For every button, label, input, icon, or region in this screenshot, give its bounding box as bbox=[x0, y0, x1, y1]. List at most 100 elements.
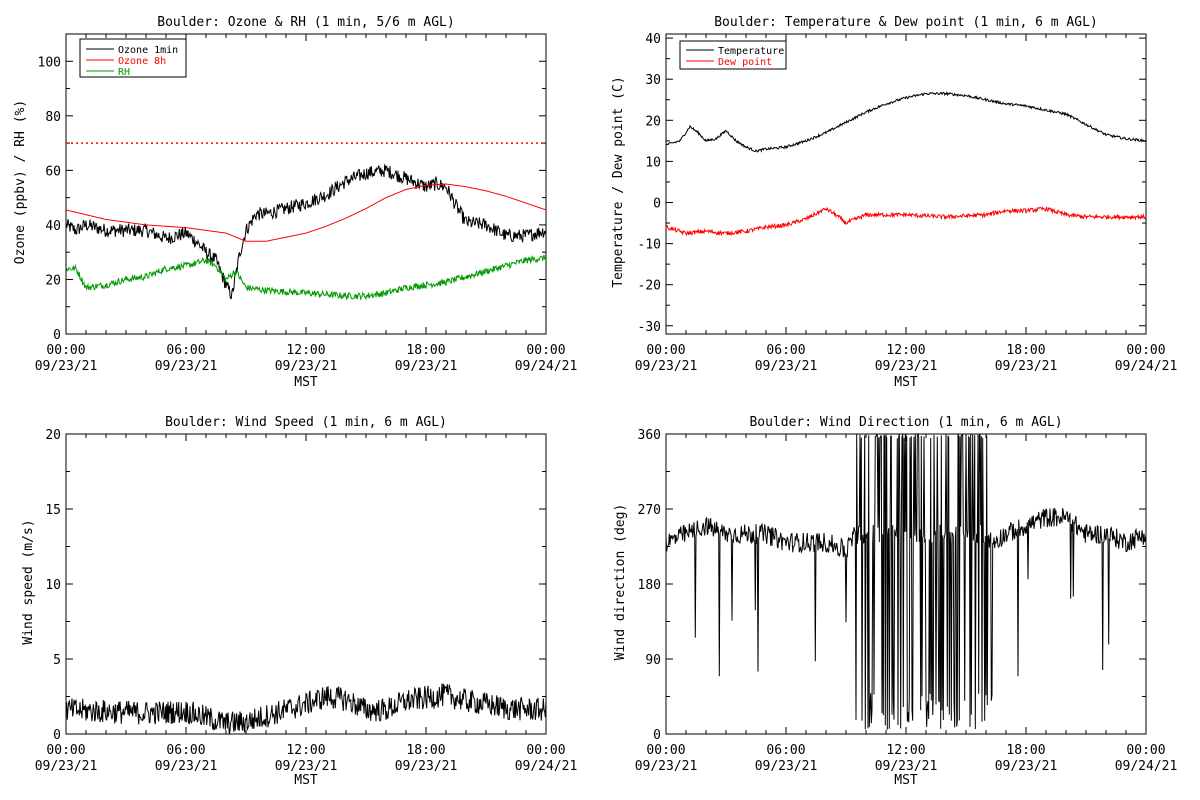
y-tick-label: 0 bbox=[53, 328, 61, 343]
y-tick-label: 10 bbox=[45, 578, 61, 593]
y-axis-label: Wind speed (m/s) bbox=[21, 519, 36, 644]
x-tick-date-label: 09/23/21 bbox=[155, 359, 218, 374]
x-tick-date-label: 09/23/21 bbox=[875, 759, 938, 774]
legend: Ozone 1min Ozone 8h RH bbox=[79, 38, 187, 78]
x-tick-date-label: 09/23/21 bbox=[35, 759, 98, 774]
y-tick-label: 0 bbox=[653, 728, 661, 743]
y-tick-label: -30 bbox=[638, 320, 661, 335]
y-tick-label: 270 bbox=[638, 503, 661, 518]
x-tick-date-label: 09/24/21 bbox=[1115, 359, 1178, 374]
y-axis-label: Ozone (ppbv) / RH (%) bbox=[13, 100, 28, 264]
x-tick-time-label: 00:00 bbox=[646, 343, 685, 358]
x-tick-time-label: 00:00 bbox=[46, 743, 85, 758]
x-tick-time-label: 06:00 bbox=[166, 743, 205, 758]
legend-label-temperature: Temperature bbox=[718, 46, 784, 57]
x-tick-date-label: 09/23/21 bbox=[635, 759, 698, 774]
x-tick-date-label: 09/23/21 bbox=[995, 359, 1058, 374]
y-tick-label: 20 bbox=[645, 114, 661, 129]
x-axis-label: MST bbox=[294, 375, 318, 390]
plot-frame bbox=[65, 33, 547, 335]
x-tick-date-label: 09/24/21 bbox=[515, 359, 578, 374]
legend-label-ozone-1min: Ozone 1min bbox=[118, 45, 178, 56]
plot-area: -30-20-1001020304000:0009/23/2106:0009/2… bbox=[635, 32, 1178, 374]
x-tick-time-label: 18:00 bbox=[406, 343, 445, 358]
y-tick-label: 40 bbox=[645, 32, 661, 47]
wind-speed-panel: Boulder: Wind Speed (1 min, 6 m AGL) Win… bbox=[21, 415, 577, 788]
plot-area: 0510152000:0009/23/2106:0009/23/2112:000… bbox=[35, 428, 578, 774]
x-axis-label: MST bbox=[294, 773, 318, 788]
temperature-dewpoint-panel: Boulder: Temperature & Dew point (1 min,… bbox=[611, 15, 1177, 390]
y-tick-label: -10 bbox=[638, 238, 661, 253]
y-tick-label: 0 bbox=[653, 196, 661, 211]
legend-label-dew-point: Dew point bbox=[718, 57, 772, 68]
series-line-dew-point bbox=[665, 206, 1147, 237]
x-tick-date-label: 09/23/21 bbox=[395, 759, 458, 774]
series-line-temperature bbox=[665, 91, 1147, 153]
y-tick-label: 10 bbox=[645, 155, 661, 170]
x-tick-time-label: 00:00 bbox=[1126, 343, 1165, 358]
y-tick-label: 30 bbox=[645, 73, 661, 88]
x-tick-date-label: 09/23/21 bbox=[755, 359, 818, 374]
x-tick-date-label: 09/23/21 bbox=[875, 359, 938, 374]
legend: Temperature Dew point bbox=[679, 40, 787, 70]
y-tick-label: 40 bbox=[45, 219, 61, 234]
y-tick-label: 0 bbox=[53, 728, 61, 743]
y-tick-label: 90 bbox=[645, 653, 661, 668]
x-tick-date-label: 09/24/21 bbox=[515, 759, 578, 774]
x-tick-date-label: 09/23/21 bbox=[995, 759, 1058, 774]
x-tick-time-label: 00:00 bbox=[646, 743, 685, 758]
x-tick-time-label: 12:00 bbox=[286, 343, 325, 358]
ozone-rh-panel: Boulder: Ozone & RH (1 min, 5/6 m AGL) O… bbox=[13, 15, 577, 390]
y-axis-label: Temperature / Dew point (C) bbox=[611, 76, 626, 287]
y-tick-label: 80 bbox=[45, 110, 61, 125]
legend-label-rh: RH bbox=[118, 67, 130, 78]
x-tick-time-label: 00:00 bbox=[526, 343, 565, 358]
plot-area: 02040608010000:0009/23/2106:0009/23/2112… bbox=[35, 33, 578, 374]
y-tick-label: 15 bbox=[45, 503, 61, 518]
x-tick-time-label: 06:00 bbox=[766, 743, 805, 758]
y-tick-label: 360 bbox=[638, 428, 661, 443]
y-tick-label: 5 bbox=[53, 653, 61, 668]
y-tick-label: 180 bbox=[638, 578, 661, 593]
x-tick-date-label: 09/23/21 bbox=[395, 359, 458, 374]
y-tick-label: 60 bbox=[45, 164, 61, 179]
y-tick-label: -20 bbox=[638, 279, 661, 294]
wind-direction-panel: Boulder: Wind Direction (1 min, 6 m AGL)… bbox=[613, 415, 1177, 788]
plot-frame bbox=[665, 33, 1147, 335]
plot-frame bbox=[65, 433, 547, 735]
x-tick-time-label: 06:00 bbox=[166, 343, 205, 358]
chart-title: Boulder: Wind Speed (1 min, 6 m AGL) bbox=[165, 415, 447, 430]
x-tick-time-label: 00:00 bbox=[1126, 743, 1165, 758]
x-tick-time-label: 00:00 bbox=[46, 343, 85, 358]
plot-area: 09018027036000:0009/23/2106:0009/23/2112… bbox=[635, 428, 1178, 774]
y-tick-label: 100 bbox=[38, 55, 61, 70]
x-tick-date-label: 09/23/21 bbox=[635, 359, 698, 374]
y-tick-label: 20 bbox=[45, 273, 61, 288]
y-tick-label: 20 bbox=[45, 428, 61, 443]
x-tick-date-label: 09/23/21 bbox=[755, 759, 818, 774]
x-tick-date-label: 09/23/21 bbox=[275, 759, 338, 774]
series-line-rh bbox=[65, 254, 547, 301]
legend-label-ozone-8h: Ozone 8h bbox=[118, 56, 166, 67]
series-line-series bbox=[65, 683, 547, 735]
series-line-ozone-8h bbox=[65, 183, 547, 242]
legend-box bbox=[679, 40, 787, 70]
x-tick-time-label: 18:00 bbox=[1006, 743, 1045, 758]
y-axis-label: Wind direction (deg) bbox=[613, 504, 628, 661]
series-line-series bbox=[665, 432, 1147, 730]
x-tick-time-label: 12:00 bbox=[886, 743, 925, 758]
x-tick-time-label: 06:00 bbox=[766, 343, 805, 358]
x-tick-time-label: 18:00 bbox=[406, 743, 445, 758]
x-tick-time-label: 12:00 bbox=[286, 743, 325, 758]
chart-title: Boulder: Wind Direction (1 min, 6 m AGL) bbox=[749, 415, 1062, 430]
chart-title: Boulder: Temperature & Dew point (1 min,… bbox=[714, 15, 1098, 30]
x-axis-label: MST bbox=[894, 773, 918, 788]
x-tick-time-label: 00:00 bbox=[526, 743, 565, 758]
x-tick-date-label: 09/23/21 bbox=[35, 359, 98, 374]
x-axis-label: MST bbox=[894, 375, 918, 390]
x-tick-time-label: 12:00 bbox=[886, 343, 925, 358]
x-tick-date-label: 09/23/21 bbox=[155, 759, 218, 774]
x-tick-date-label: 09/24/21 bbox=[1115, 759, 1178, 774]
series-line-ozone-1min bbox=[65, 164, 547, 300]
